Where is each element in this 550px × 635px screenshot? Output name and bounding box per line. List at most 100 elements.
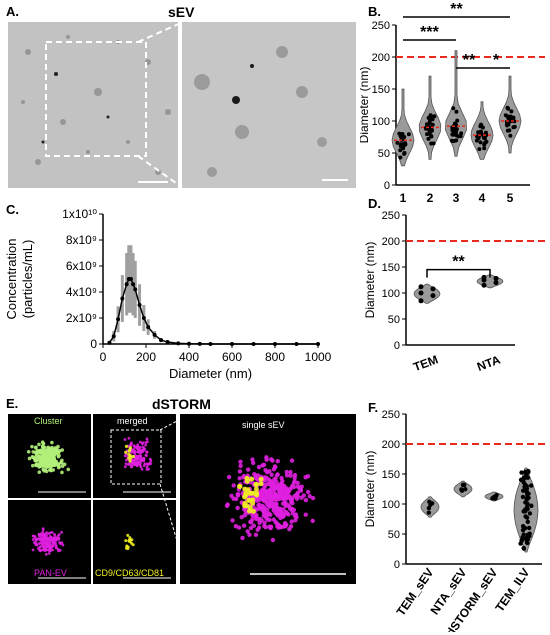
chart-b-point [478, 140, 483, 145]
single-magenta-dot [284, 469, 289, 475]
cluster-dot [49, 460, 54, 464]
chart-d-ylabel: Diameter (nm) [363, 242, 377, 319]
chart-c-point [165, 340, 170, 345]
micrograph-overview-svg [8, 22, 178, 188]
chart-d-svg: 0 50 100 150 200 250 Diameter (nm) TEM NTA ** [363, 210, 545, 374]
merged-magenta-dot [130, 465, 134, 469]
cluster-dot [39, 451, 43, 455]
single-magenta-dot [273, 464, 278, 470]
single-magenta-dot [276, 525, 281, 530]
cluster-dot [40, 444, 45, 448]
pan-ev-dot [61, 543, 65, 547]
chart-b-point [482, 142, 487, 147]
single-magenta-dot [264, 501, 269, 506]
chart-b-ytick-label: 50 [378, 148, 390, 160]
chart-c-point [137, 303, 142, 307]
single-magenta-dot [263, 475, 269, 480]
single-magenta-dot [276, 486, 282, 492]
chart-f-point [525, 536, 531, 542]
chart-f-point [426, 505, 432, 511]
merged-magenta-dot [130, 449, 134, 453]
single-magenta-dot [310, 495, 316, 501]
cluster-dot [54, 451, 59, 456]
single-magenta-dot [274, 511, 280, 517]
chart-b-xtick-label: 1 [400, 191, 407, 205]
merged-yellow-dot [131, 455, 135, 459]
single-magenta-dot [254, 513, 259, 518]
chart-b-point [402, 151, 407, 156]
cluster-dot [37, 442, 41, 447]
pan-ev-dot [32, 534, 36, 538]
pan-ev-dot [42, 545, 46, 549]
merged-magenta-dot [123, 438, 127, 441]
chart-c-point [131, 282, 136, 287]
single-magenta-dot [229, 493, 234, 499]
cluster-label: Cluster [34, 416, 63, 426]
pan-ev-dot [45, 531, 48, 534]
single-magenta-dot [292, 472, 298, 478]
cluster-dot [60, 448, 65, 452]
single-magenta-dot [294, 496, 300, 501]
cluster-dot [34, 459, 39, 463]
chart-d-xtick-label: TEM [411, 352, 440, 374]
single-sev-label: single sEV [242, 420, 285, 430]
chart-f-point [524, 515, 530, 520]
merged-svg [110, 429, 171, 493]
single-magenta-dot [245, 467, 251, 472]
single-magenta-dot [271, 508, 276, 513]
cluster-dot [42, 452, 47, 457]
pan-ev-dot [48, 531, 52, 535]
single-sev-svg [224, 455, 346, 575]
single-magenta-dot [258, 505, 264, 511]
chart-f-point [523, 509, 528, 514]
chart-b-ytick-label: 0 [384, 180, 390, 192]
chart-d-ytick-label: 250 [382, 210, 400, 222]
chart-c-ytick-label: 8x10⁹ [66, 233, 97, 247]
single-magenta-dot [289, 519, 294, 524]
chart-f-point [429, 501, 435, 506]
single-magenta-dot [236, 492, 241, 497]
merged-yellow-dot [124, 444, 129, 448]
single-magenta-dot [298, 486, 303, 492]
single-magenta-dot [288, 524, 294, 529]
single-magenta-dot [263, 525, 268, 530]
merged-magenta-dot [141, 441, 145, 445]
single-magenta-dot [268, 512, 273, 518]
chart-c-point [146, 325, 151, 330]
merged-magenta-dot [145, 468, 149, 471]
pan-ev-dot [49, 548, 53, 551]
cluster-dot [42, 469, 46, 473]
chart-d-point [430, 293, 436, 299]
single-magenta-dot [274, 497, 279, 502]
single-magenta-dot [294, 515, 299, 520]
chart-b-sig-label: *** [420, 24, 439, 41]
merged-magenta-dot [136, 445, 140, 449]
chart-b-point [430, 122, 435, 127]
chart-f-point [527, 531, 532, 536]
single-magenta-dot [240, 535, 245, 541]
pan-ev-dot [31, 548, 35, 552]
single-magenta-dot [284, 486, 290, 491]
single-magenta-dot [303, 512, 308, 517]
merged-magenta-dot [142, 464, 146, 467]
chart-c-point [294, 342, 299, 346]
single-yellow-dot [237, 483, 243, 489]
dstorm-single-sev-image: single sEV [180, 414, 356, 584]
cluster-dot [49, 468, 53, 473]
chart-c-xtick-label: 400 [179, 350, 199, 364]
chart-f-point [463, 487, 468, 492]
chart-c-point [187, 341, 191, 346]
cluster-dot [34, 454, 38, 459]
single-yellow-dot [253, 486, 259, 492]
cluster-dot [57, 464, 62, 469]
single-magenta-dot [271, 517, 276, 522]
chart-d-sig-label: ** [452, 254, 465, 271]
single-magenta-dot [305, 474, 311, 479]
chart-b-sig-label: ** [463, 52, 476, 69]
single-magenta-dot [247, 532, 252, 538]
single-magenta-dot [273, 476, 278, 481]
cluster-dot [56, 454, 61, 459]
single-magenta-dot [284, 490, 290, 495]
single-magenta-dot [288, 469, 293, 475]
marker-dot [125, 544, 129, 548]
